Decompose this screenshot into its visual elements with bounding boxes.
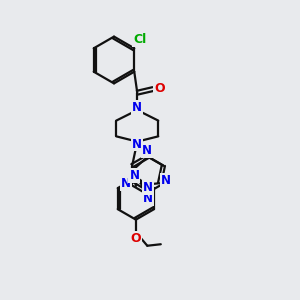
Text: N: N (121, 177, 130, 190)
Text: N: N (132, 101, 142, 114)
Text: N: N (142, 144, 152, 157)
Text: O: O (154, 82, 165, 95)
Text: N: N (143, 181, 153, 194)
Text: N: N (143, 192, 153, 205)
Text: N: N (132, 137, 142, 151)
Text: N: N (129, 169, 140, 182)
Text: Cl: Cl (133, 33, 146, 46)
Text: N: N (160, 174, 171, 187)
Text: O: O (130, 232, 141, 245)
